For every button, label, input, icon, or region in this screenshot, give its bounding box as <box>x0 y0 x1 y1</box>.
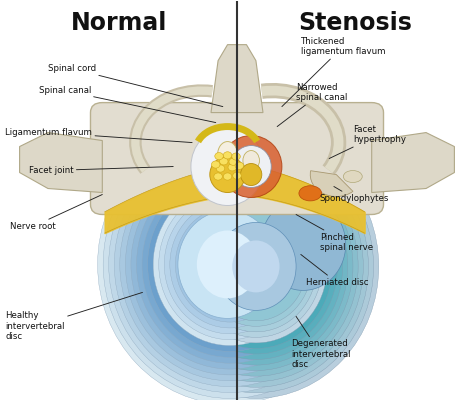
Text: Healthy
intervertebral
disc: Healthy intervertebral disc <box>5 292 143 341</box>
Text: Herniated disc: Herniated disc <box>301 255 368 287</box>
Ellipse shape <box>343 170 362 182</box>
Ellipse shape <box>153 183 307 346</box>
Ellipse shape <box>174 179 337 354</box>
Ellipse shape <box>218 142 237 168</box>
Ellipse shape <box>243 150 259 170</box>
Polygon shape <box>211 45 263 113</box>
Ellipse shape <box>142 172 318 357</box>
Ellipse shape <box>178 211 277 318</box>
Ellipse shape <box>232 241 280 292</box>
FancyBboxPatch shape <box>91 103 383 215</box>
Ellipse shape <box>143 146 368 387</box>
Text: Stenosis: Stenosis <box>298 11 412 34</box>
Ellipse shape <box>231 146 271 188</box>
Circle shape <box>216 165 225 172</box>
Ellipse shape <box>164 195 296 334</box>
Text: Thickened
ligamentum flavum: Thickened ligamentum flavum <box>282 37 385 107</box>
Ellipse shape <box>103 130 356 399</box>
Wedge shape <box>310 171 353 196</box>
Ellipse shape <box>180 184 332 348</box>
Ellipse shape <box>114 142 346 387</box>
Ellipse shape <box>169 173 343 360</box>
Text: Spinal cord: Spinal cord <box>48 64 223 107</box>
Ellipse shape <box>98 125 362 401</box>
Circle shape <box>223 152 232 159</box>
Circle shape <box>233 172 241 179</box>
Ellipse shape <box>154 157 358 376</box>
Circle shape <box>211 161 220 168</box>
Text: Narrowed
spinal canal: Narrowed spinal canal <box>277 83 347 127</box>
Polygon shape <box>261 198 346 290</box>
Text: Normal: Normal <box>71 11 167 34</box>
Ellipse shape <box>170 201 290 328</box>
Ellipse shape <box>120 148 340 381</box>
Ellipse shape <box>210 156 245 192</box>
Text: Facet joint: Facet joint <box>29 166 173 175</box>
Ellipse shape <box>164 168 348 365</box>
Text: Degenerated
intervertebral
disc: Degenerated intervertebral disc <box>292 316 351 369</box>
Circle shape <box>229 158 237 165</box>
Ellipse shape <box>299 186 321 201</box>
Text: Pinched
spinal nerve: Pinched spinal nerve <box>296 215 373 252</box>
Ellipse shape <box>197 231 258 298</box>
Ellipse shape <box>147 177 312 351</box>
Ellipse shape <box>131 160 329 369</box>
Ellipse shape <box>125 154 335 375</box>
Circle shape <box>228 164 237 171</box>
Circle shape <box>219 158 228 165</box>
Ellipse shape <box>220 136 282 198</box>
Text: Nerve root: Nerve root <box>10 194 102 231</box>
Circle shape <box>232 153 240 160</box>
Ellipse shape <box>191 128 264 205</box>
Ellipse shape <box>240 164 262 186</box>
Ellipse shape <box>148 151 363 382</box>
Polygon shape <box>372 133 455 192</box>
Ellipse shape <box>195 201 317 332</box>
Ellipse shape <box>138 140 374 393</box>
Circle shape <box>223 173 232 180</box>
Ellipse shape <box>185 190 327 343</box>
Ellipse shape <box>216 223 296 310</box>
Text: Facet
hypertrophy: Facet hypertrophy <box>329 125 406 158</box>
Circle shape <box>215 152 223 160</box>
Ellipse shape <box>175 207 284 322</box>
Ellipse shape <box>137 166 323 363</box>
Ellipse shape <box>159 162 353 371</box>
Text: Spondylophytes: Spondylophytes <box>319 186 389 203</box>
Text: Ligamentum flavum: Ligamentum flavum <box>5 128 192 143</box>
Ellipse shape <box>109 136 351 393</box>
Text: Spinal canal: Spinal canal <box>38 86 216 123</box>
Circle shape <box>235 162 244 169</box>
Ellipse shape <box>205 212 307 321</box>
Circle shape <box>214 173 222 180</box>
Ellipse shape <box>200 207 312 326</box>
Ellipse shape <box>159 189 301 340</box>
Ellipse shape <box>133 135 379 398</box>
Ellipse shape <box>190 196 322 337</box>
Polygon shape <box>19 133 102 192</box>
